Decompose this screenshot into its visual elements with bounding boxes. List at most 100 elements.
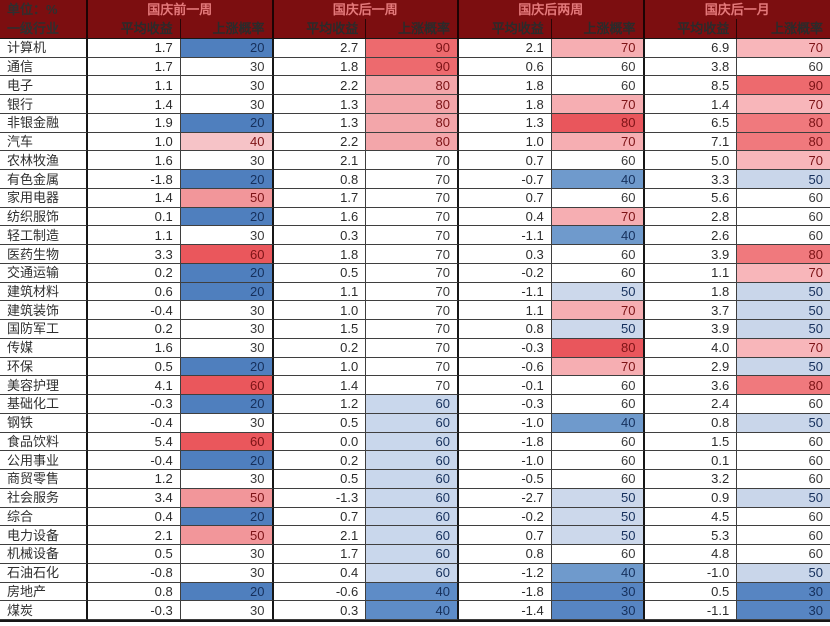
avg-return-cell: 2.6 [644,226,738,246]
avg-return-cell: 2.2 [273,76,367,96]
avg-return-cell: 1.8 [459,95,552,114]
industry-label: 电子 [0,76,88,96]
industry-label: 银行 [0,95,88,114]
win-prob-cell: 80 [366,95,459,114]
avg-return-cell: 3.3 [644,170,738,189]
win-prob-cell: 70 [366,188,459,208]
avg-return-cell: 1.0 [273,357,367,377]
avg-return-cell: -1.1 [459,226,552,246]
win-prob-cell: 60 [366,470,459,489]
avg-return-cell: 3.9 [644,245,738,264]
avg-return-cell: 3.7 [644,301,738,321]
avg-return-cell: 1.1 [88,226,181,246]
win-prob-cell: 60 [737,188,830,208]
win-prob-cell: 30 [180,76,274,96]
avg-return-cell: 1.7 [273,188,367,208]
avg-return-cell: 0.8 [273,170,367,189]
avg-return-cell: 0.4 [88,507,181,527]
avg-return-cell: 1.9 [88,113,181,133]
win-prob-cell: 80 [737,113,830,133]
avg-return-cell: -1.8 [459,582,552,602]
industry-label: 综合 [0,507,88,527]
win-prob-cell: 50 [180,188,274,208]
industry-label: 石油石化 [0,563,88,583]
avg-return-cell: 2.1 [273,151,367,171]
avg-return-cell: 1.3 [273,95,367,114]
win-prob-cell: 40 [551,226,645,246]
win-prob-cell: 70 [551,132,645,152]
win-prob-cell: 50 [180,488,274,508]
win-prob-cell: 60 [366,563,459,583]
avg-return-cell: 1.0 [459,132,552,152]
avg-return-cell: 1.7 [88,39,181,58]
win-prob-cell: 80 [737,376,830,396]
industry-label: 商贸零售 [0,470,88,489]
win-prob-cell: 80 [366,132,459,152]
avg-return-cell: 1.7 [273,545,367,564]
col-header-avg-return-2: 平均收益 [273,19,367,39]
col-header-win-prob-3: 上涨概率 [551,19,645,39]
avg-return-cell: 0.7 [459,526,552,546]
avg-return-cell: -0.8 [88,563,181,583]
avg-return-cell: 3.9 [644,320,738,339]
win-prob-cell: 60 [551,188,645,208]
win-prob-cell: 30 [551,601,645,620]
win-prob-cell: 20 [180,113,274,133]
win-prob-cell: 20 [180,263,274,283]
avg-return-cell: -1.0 [644,563,738,583]
win-prob-cell: 60 [366,395,459,414]
avg-return-cell: 0.3 [273,226,367,246]
win-prob-cell: 60 [551,545,645,564]
row-header-industry: 一级行业 [0,19,88,39]
avg-return-cell: 2.8 [644,207,738,227]
win-prob-cell: 20 [180,582,274,602]
avg-return-cell: -0.7 [459,170,552,189]
avg-return-cell: 6.9 [644,39,738,58]
avg-return-cell: 0.4 [273,563,367,583]
avg-return-cell: -2.7 [459,488,552,508]
avg-return-cell: -0.6 [459,357,552,377]
win-prob-cell: 60 [366,545,459,564]
avg-return-cell: 2.4 [644,395,738,414]
win-prob-cell: 80 [551,338,645,358]
avg-return-cell: -1.4 [459,601,552,620]
win-prob-cell: 60 [737,226,830,246]
col-header-avg-return-1: 平均收益 [88,19,181,39]
industry-label: 美容护理 [0,376,88,396]
win-prob-cell: 60 [366,526,459,546]
col-header-win-prob-1: 上涨概率 [180,19,274,39]
avg-return-cell: -1.1 [644,601,738,620]
win-prob-cell: 60 [366,413,459,433]
avg-return-cell: 1.6 [88,151,181,171]
win-prob-cell: 60 [737,507,830,527]
win-prob-cell: 20 [180,357,274,377]
industry-label: 纺织服饰 [0,207,88,227]
col-header-win-prob-2: 上涨概率 [366,19,459,39]
win-prob-cell: 40 [551,170,645,189]
avg-return-cell: -0.2 [459,263,552,283]
win-prob-cell: 70 [551,301,645,321]
win-prob-cell: 30 [180,226,274,246]
industry-label: 医药生物 [0,245,88,264]
col-header-avg-return-3: 平均收益 [459,19,552,39]
win-prob-cell: 30 [180,95,274,114]
win-prob-cell: 20 [180,39,274,58]
win-prob-cell: 80 [737,245,830,264]
win-prob-cell: 70 [737,263,830,283]
win-prob-cell: 60 [551,57,645,77]
avg-return-cell: -1.0 [459,413,552,433]
win-prob-cell: 70 [551,39,645,58]
win-prob-cell: 40 [366,582,459,602]
industry-label: 交通运输 [0,263,88,283]
avg-return-cell: -0.3 [88,395,181,414]
win-prob-cell: 90 [366,39,459,58]
win-prob-cell: 80 [551,113,645,133]
win-prob-cell: 60 [737,395,830,414]
win-prob-cell: 30 [180,301,274,321]
avg-return-cell: 0.7 [459,188,552,208]
avg-return-cell: -1.8 [459,432,552,452]
avg-return-cell: -0.4 [88,301,181,321]
win-prob-cell: 90 [737,76,830,96]
avg-return-cell: 0.1 [88,207,181,227]
avg-return-cell: 5.0 [644,151,738,171]
